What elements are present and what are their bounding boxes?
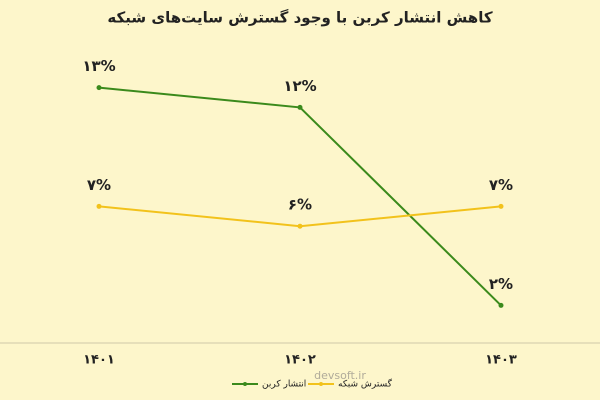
point xyxy=(498,302,504,308)
data-label: ۷% xyxy=(87,176,111,194)
data-label: ۷% xyxy=(489,176,513,194)
legend-marker-dot xyxy=(319,382,323,386)
point xyxy=(297,104,303,110)
watermark: devsoft.ir xyxy=(314,369,366,382)
data-label: ۱۲% xyxy=(283,77,316,95)
point xyxy=(96,203,102,209)
legend-label: گسترش شبکه xyxy=(338,378,393,390)
data-label: ۶% xyxy=(288,196,312,214)
data-label: ۱۳% xyxy=(82,57,115,75)
x-tick-label: ۱۴۰۱ xyxy=(83,353,115,368)
data-label: ۲% xyxy=(489,275,513,293)
point xyxy=(297,223,303,229)
legend-label: انتشار کربن xyxy=(262,380,306,390)
point xyxy=(96,85,102,91)
point xyxy=(498,203,504,209)
legend-marker-dot xyxy=(243,382,247,386)
x-tick-label: ۱۴۰۳ xyxy=(485,353,517,368)
chart-title: کاهش انتشار کربن با وجود گسترش سایت‌های … xyxy=(107,9,492,27)
x-tick-label: ۱۴۰۲ xyxy=(284,353,316,368)
